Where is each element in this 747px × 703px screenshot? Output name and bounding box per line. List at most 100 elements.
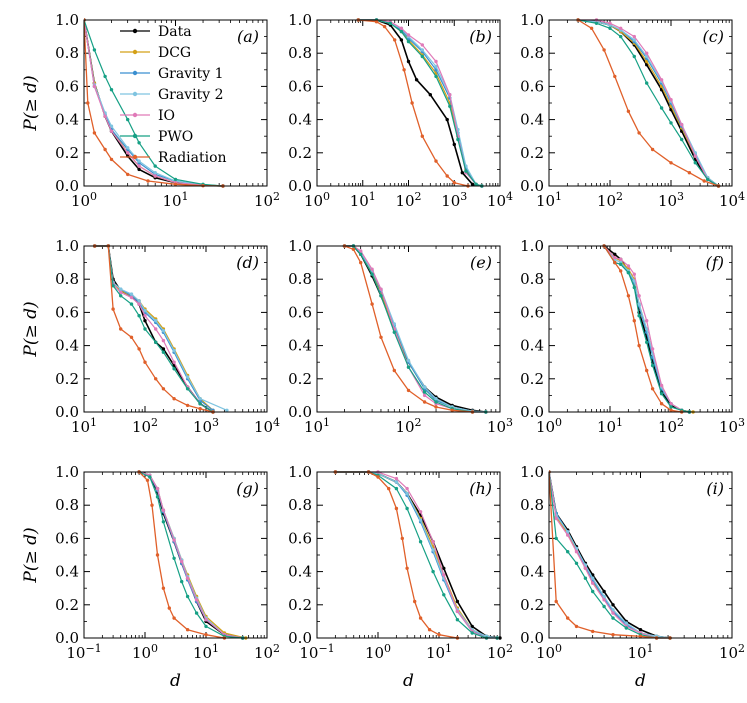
- axes-frame: [548, 19, 733, 187]
- y-tick-label: 0.8: [288, 496, 312, 514]
- data-point: [680, 137, 684, 142]
- data-point: [185, 387, 190, 391]
- data-point: [180, 579, 184, 584]
- data-point: [410, 101, 414, 105]
- data-point: [442, 566, 446, 570]
- x-tick-label: 102: [597, 190, 623, 210]
- data-point: [172, 397, 176, 401]
- data-point: [161, 387, 166, 391]
- data-point: [455, 618, 460, 622]
- y-tick-label: 0.4: [288, 337, 312, 355]
- data-point: [637, 314, 641, 318]
- data-point: [370, 302, 374, 306]
- data-point: [153, 174, 157, 178]
- panel-label: (g): [236, 479, 259, 498]
- x-tick-label: 104: [254, 416, 280, 436]
- data-point: [470, 182, 475, 186]
- y-tick-label: 0.0: [55, 629, 79, 647]
- data-point: [399, 26, 404, 30]
- panel-g: 10−1 100 101 102 0.0 0.2 0.4 0.6 0.8 1.0 (g) P(≥ d)…: [21, 463, 280, 691]
- series-line-radiation: [138, 471, 225, 639]
- data-point: [172, 616, 176, 620]
- y-tick-label: 0.0: [520, 629, 544, 647]
- data-point: [591, 589, 595, 594]
- data-point: [669, 161, 673, 165]
- series-group: [333, 470, 502, 640]
- data-point: [632, 34, 636, 39]
- data-point: [659, 383, 664, 388]
- axes-frame: [83, 245, 268, 413]
- data-point: [418, 540, 423, 544]
- data-point: [637, 294, 641, 298]
- panel-i: 100 101 102 0.0 0.2 0.4 0.6 0.8 1.0 (i) d: [520, 463, 745, 691]
- data-point: [583, 566, 588, 570]
- data-point: [374, 20, 379, 24]
- data-point: [370, 267, 374, 271]
- data-point: [632, 38, 636, 42]
- data-point: [566, 550, 570, 554]
- y-tick-label: 0.6: [520, 77, 544, 95]
- legend-marker: [132, 133, 138, 139]
- panel-h: 10−1 100 101 102 0.0 0.2 0.4 0.6 0.8 1.0 (h) d: [288, 463, 513, 691]
- data-point: [693, 154, 697, 158]
- panel-c: 101 102 103 104 0.0 0.2 0.4 0.6 0.8 1.0 (c): [520, 11, 745, 210]
- data-point: [680, 122, 684, 127]
- data-point: [645, 51, 649, 55]
- data-point: [92, 48, 97, 52]
- x-tick-label: 102: [658, 416, 684, 436]
- data-point: [204, 618, 208, 622]
- data-point: [591, 629, 595, 634]
- data-point: [594, 21, 599, 25]
- data-point: [153, 171, 157, 175]
- y-tick-label: 0.0: [288, 403, 312, 421]
- data-point: [574, 561, 579, 565]
- data-point: [611, 603, 615, 607]
- x-tick-label: 103: [658, 190, 684, 210]
- series-line-io: [358, 19, 482, 187]
- y-tick-label: 0.8: [55, 270, 79, 288]
- data-point: [626, 109, 631, 114]
- data-point: [613, 74, 617, 79]
- axes-frame: [316, 471, 501, 639]
- y-tick-label: 0.8: [55, 44, 79, 62]
- data-point: [146, 179, 150, 183]
- data-point: [154, 327, 158, 331]
- data-point: [109, 129, 114, 133]
- x-axis-label: d: [170, 671, 181, 691]
- y-tick-label: 1.0: [520, 237, 544, 255]
- data-point: [624, 621, 628, 625]
- axes-frame: [548, 245, 733, 413]
- series-line-radiation: [84, 19, 223, 187]
- data-point: [394, 506, 399, 511]
- series-line-gravity-2: [138, 471, 243, 639]
- data-point: [602, 604, 606, 609]
- data-point: [632, 319, 636, 323]
- data-point: [566, 616, 570, 620]
- series-line-data: [344, 245, 486, 413]
- data-point: [382, 24, 387, 29]
- data-point: [434, 405, 438, 409]
- data-point: [370, 272, 374, 276]
- x-tick-label: 101: [350, 190, 376, 210]
- data-point: [591, 576, 595, 580]
- data-point: [442, 573, 446, 577]
- y-tick-label: 0.6: [288, 529, 312, 547]
- data-point: [137, 302, 141, 306]
- y-tick-label: 0.4: [520, 337, 544, 355]
- y-tick-label: 0.8: [520, 496, 544, 514]
- legend-marker: [132, 70, 138, 76]
- data-point: [359, 249, 363, 253]
- axes-frame: [316, 245, 501, 413]
- data-point: [608, 21, 612, 25]
- data-point: [613, 252, 617, 256]
- series-group: [576, 18, 721, 188]
- series-group: [137, 470, 248, 640]
- data-point: [619, 262, 623, 266]
- y-tick-label: 1.0: [520, 11, 544, 29]
- data-point: [650, 387, 655, 391]
- x-tick-label: 101: [597, 416, 623, 436]
- series-line-data: [138, 471, 243, 639]
- data-point: [161, 586, 166, 590]
- data-point: [455, 599, 460, 604]
